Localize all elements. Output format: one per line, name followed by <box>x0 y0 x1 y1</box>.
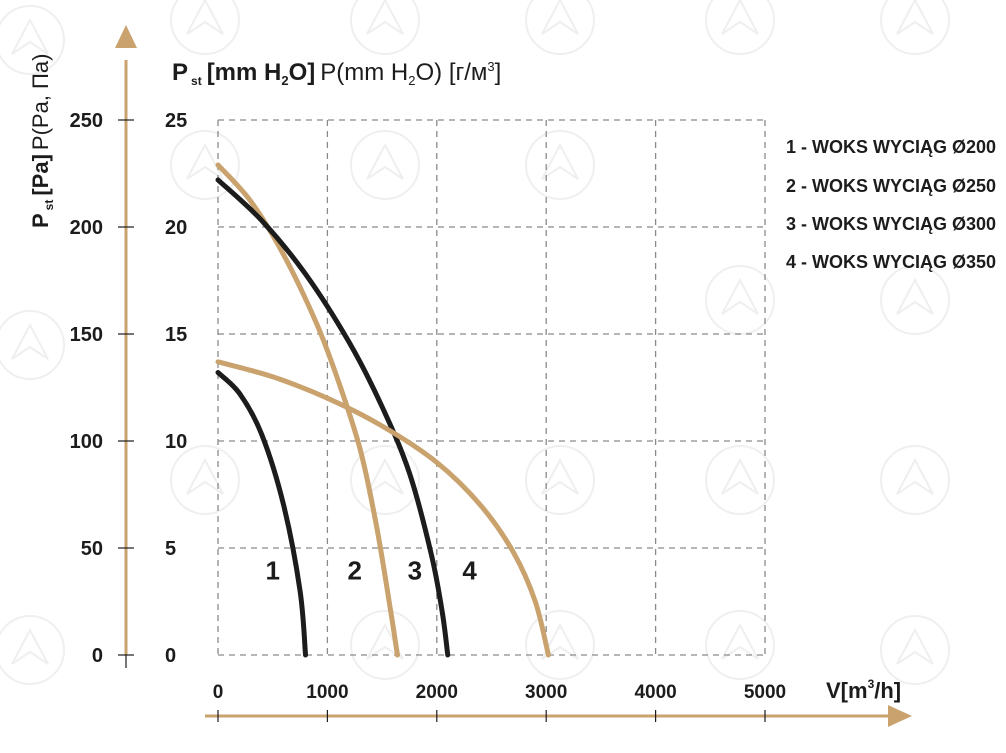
series-label-1: 1 <box>265 555 279 585</box>
legend-item-2: 2 - WOKS WYCIĄG Ø250 <box>786 176 996 196</box>
watermark-logo <box>705 445 775 515</box>
mm-title-units-sub: 2 <box>281 73 288 88</box>
watermark-logo <box>170 0 240 55</box>
chart-grid <box>217 119 766 656</box>
y-tick-label-pa: 100 <box>70 431 103 453</box>
y-axis-title-extra: P(Pa, Па) <box>28 54 53 151</box>
y-axis-title-sub: st <box>42 200 56 211</box>
mm-title-units-1: [mm H <box>207 59 282 86</box>
y-axis-title-units: [Pa] <box>28 154 53 196</box>
mm-title-sub: st <box>191 74 202 88</box>
y-tick-label-pa: 200 <box>70 217 103 239</box>
x-axis-title-tail: /h] <box>874 678 901 703</box>
x-axis-arrow <box>888 705 912 727</box>
y-tick-label-mmh2o: 0 <box>165 645 176 667</box>
y-tick-label-mmh2o: 10 <box>165 431 187 453</box>
x-tick-label: 4000 <box>634 682 676 703</box>
y-axis-title-p: P <box>28 213 53 228</box>
legend-item-3: 3 - WOKS WYCIĄG Ø300 <box>786 214 996 234</box>
watermark-logo <box>350 445 420 515</box>
series-label-4: 4 <box>462 555 477 585</box>
watermark-logo <box>350 130 420 200</box>
series-curve-1 <box>215 370 309 658</box>
legend-item-4: 4 - WOKS WYCIĄG Ø350 <box>786 252 996 272</box>
series-curves <box>215 162 551 658</box>
mm-title-extra-1: P(mm H <box>320 59 408 86</box>
mm-title-p: P <box>172 59 188 86</box>
watermark-logo <box>880 265 950 335</box>
watermark-logo <box>170 445 240 515</box>
watermark-logo <box>705 610 775 680</box>
x-axis-title-main: V[m <box>826 678 868 703</box>
x-axis-ticks <box>217 710 766 722</box>
x-tick-label: 5000 <box>744 682 786 703</box>
watermark-logo <box>0 5 65 75</box>
mm-title-units-2: O] <box>289 59 316 86</box>
mm-title-extra-3: ] <box>495 59 502 86</box>
y-tick-label-mmh2o: 5 <box>165 538 176 560</box>
x-tick-label: 2000 <box>416 682 458 703</box>
y-tick-label-pa: 50 <box>81 538 103 560</box>
watermark-logo <box>0 615 65 685</box>
series-number-labels: 1 2 3 4 <box>265 555 477 585</box>
watermark-logo <box>350 610 420 680</box>
watermark-logo <box>880 445 950 515</box>
x-axis-title-sup: 3 <box>868 677 875 691</box>
watermark-logo <box>525 0 595 55</box>
watermark-logo <box>525 610 595 680</box>
watermark-logo <box>350 0 420 55</box>
legend: 1 - WOKS WYCIĄG Ø200 2 - WOKS WYCIĄG Ø25… <box>786 137 996 272</box>
series-label-2: 2 <box>348 555 362 585</box>
y-tick-label-mmh2o: 15 <box>165 324 187 346</box>
mm-title-extra-sup: 3 <box>487 59 494 74</box>
x-axis-title: V[m3/h] <box>826 677 901 703</box>
series-curve-3 <box>215 177 451 658</box>
watermark-logo <box>525 445 595 515</box>
watermark-logo <box>705 265 775 335</box>
mm-title-extra-2: O) [г/м <box>415 59 487 86</box>
watermark-logo <box>880 615 950 685</box>
watermark-logo <box>525 130 595 200</box>
x-tick-label: 1000 <box>306 682 348 703</box>
mm-title-extra-sub: 2 <box>408 73 415 88</box>
series-curve-4 <box>215 359 551 658</box>
watermark-logo <box>705 0 775 55</box>
y-tick-label-mmh2o: 20 <box>165 217 187 239</box>
y-tick-label-pa: 150 <box>70 324 103 346</box>
watermark-logos <box>0 0 950 685</box>
y-axis-arrow <box>115 25 137 48</box>
watermark-logo <box>170 130 240 200</box>
series-curve-2 <box>215 162 400 658</box>
series-label-3: 3 <box>408 555 422 585</box>
chart-axes <box>115 25 912 727</box>
y-axis-title-pa: Pst [Pa] P(Pa, Па) <box>28 54 56 228</box>
x-tick-label: 0 <box>213 682 224 703</box>
y-tick-label-mmh2o: 25 <box>165 110 187 132</box>
watermark-logo <box>0 310 65 380</box>
watermark-logo <box>880 0 950 55</box>
legend-item-1: 1 - WOKS WYCIĄG Ø200 <box>786 137 996 157</box>
x-tick-label: 3000 <box>525 682 567 703</box>
y-tick-label-pa: 0 <box>92 645 103 667</box>
y-tick-label-pa: 250 <box>70 110 103 132</box>
